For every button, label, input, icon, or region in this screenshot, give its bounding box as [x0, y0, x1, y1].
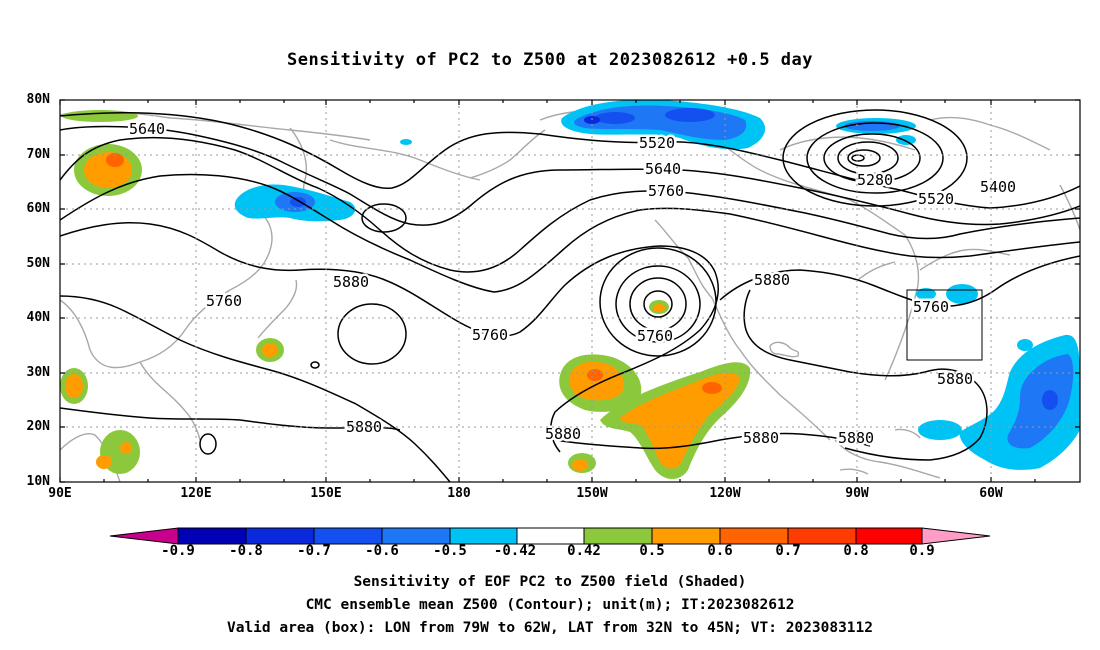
colorbar-label: 0.42: [567, 543, 601, 559]
arctic-low-1: [782, 109, 968, 207]
lon-label: 90E: [48, 486, 72, 501]
contour-label: 5280: [857, 171, 893, 189]
colorbar-label: 0.8: [843, 543, 869, 559]
contour-label: 5760: [472, 326, 508, 344]
arctic-low-4: [837, 141, 899, 175]
map-frame: [59, 99, 1081, 483]
colorbar-label: -0.5: [433, 543, 467, 559]
colorbar-segment: [787, 527, 857, 545]
contour-label: 5760: [648, 182, 684, 200]
small-low-east-asia: [310, 361, 320, 369]
contour-label: 5400: [980, 178, 1016, 196]
lat-label: 30N: [26, 365, 50, 380]
contour-label: 5880: [743, 429, 779, 447]
contour-5760: [60, 136, 1080, 273]
caption-shaded: Sensitivity of EOF PC2 to Z500 field (Sh…: [353, 574, 747, 590]
contour-5880-sc: [554, 432, 871, 450]
sensitivity-shading: [60, 100, 1080, 479]
contour-label: 5880: [754, 271, 790, 289]
lat-label: 80N: [26, 92, 50, 107]
negative-shading-kamchatka: [234, 139, 412, 222]
lat-label: 10N: [26, 474, 50, 489]
contour-5640: [60, 125, 1080, 226]
colorbar-segment: [177, 527, 247, 545]
valid-area-box: [906, 289, 983, 361]
colorbar-segment: [583, 527, 653, 545]
colorbar-label: -0.8: [229, 543, 263, 559]
colorbar-segment: [651, 527, 721, 545]
colorbar-segment: [449, 527, 518, 545]
contour-label: 5880: [545, 425, 581, 443]
contour-labels: 5640 5520 5640 5760 5280 5400 5520 5880 …: [126, 118, 1018, 450]
contour-label: 5760: [637, 327, 673, 345]
lat-label: 50N: [26, 256, 50, 271]
colorbar-segment: [381, 527, 451, 545]
colorbar-label: 0.7: [775, 543, 801, 559]
lon-label: 150W: [576, 486, 608, 501]
contour-label: 5880: [333, 273, 369, 291]
contour-5880-east: [719, 255, 1080, 308]
contour-label: 5520: [918, 190, 954, 208]
colorbar-segment: [313, 527, 383, 545]
arctic-low-2: [806, 122, 944, 194]
contour-5880-south: [743, 289, 988, 461]
contour-label: 5640: [129, 120, 165, 138]
low-ring-2: [615, 265, 701, 343]
colorbar-label: -0.6: [365, 543, 399, 559]
lon-label: 60W: [979, 486, 1003, 501]
negative-shading-arctic: [561, 100, 916, 150]
contour-5880-sw: [60, 295, 451, 482]
caption-valid-area: Valid area (box): LON from 79W to 62W, L…: [226, 620, 873, 636]
colorbar-label: 0.6: [707, 543, 733, 559]
contour-label: 5880: [937, 370, 973, 388]
lon-label: 90W: [845, 486, 869, 501]
positive-shading-asia: [60, 110, 284, 474]
colorbar-segment: [245, 527, 315, 545]
contour-label: 5880: [346, 418, 382, 436]
contour-5520: [60, 111, 1080, 209]
colorbar-segment: [719, 527, 789, 545]
lat-label: 70N: [26, 147, 50, 162]
arctic-low-5: [847, 149, 881, 167]
high-center-pacific: [337, 303, 407, 365]
low-ring-3: [629, 277, 687, 331]
lon-label: 120E: [180, 486, 212, 501]
gridlines: [60, 100, 1080, 482]
arctic-low-6: [851, 154, 865, 162]
lon-label: 180: [447, 486, 471, 501]
contour-5880-se: [60, 407, 401, 431]
lon-label: 120W: [709, 486, 741, 501]
contour-label: 5760: [206, 292, 242, 310]
colorbar-segment: [855, 527, 923, 545]
negative-shading-atlantic: [916, 284, 1080, 470]
small-low-aleutian: [361, 203, 407, 233]
colorbar-high-triangle: [921, 527, 991, 545]
contour-label: 5880: [838, 429, 874, 447]
arctic-low-3: [823, 133, 921, 183]
caption-contour: CMC ensemble mean Z500 (Contour); unit(m…: [305, 597, 795, 613]
lat-label: 40N: [26, 310, 50, 325]
map-title: Sensitivity of PC2 to Z500 at 2023082612…: [286, 50, 813, 70]
contour-5880: [60, 222, 719, 453]
small-high-philippines: [199, 433, 217, 455]
contour-label: 5760: [913, 298, 949, 316]
z500-contours: [60, 109, 1080, 482]
colorbar-label: -0.42: [493, 543, 537, 559]
contour-label: 5520: [639, 134, 675, 152]
colorbar: [109, 527, 991, 545]
colorbar-label: -0.7: [297, 543, 331, 559]
lat-label: 20N: [26, 419, 50, 434]
colorbar-label: 0.5: [639, 543, 665, 559]
low-ring-1: [599, 247, 717, 357]
colorbar-label: 0.9: [909, 543, 935, 559]
lon-label: 150E: [310, 486, 342, 501]
colorbar-segment: [516, 527, 585, 545]
colorbar-label: -0.9: [161, 543, 195, 559]
contour-5760b: [60, 173, 1080, 293]
lat-label: 60N: [26, 201, 50, 216]
colorbar-low-triangle: [109, 527, 179, 545]
low-ring-4: [643, 290, 673, 318]
contour-label: 5640: [645, 160, 681, 178]
